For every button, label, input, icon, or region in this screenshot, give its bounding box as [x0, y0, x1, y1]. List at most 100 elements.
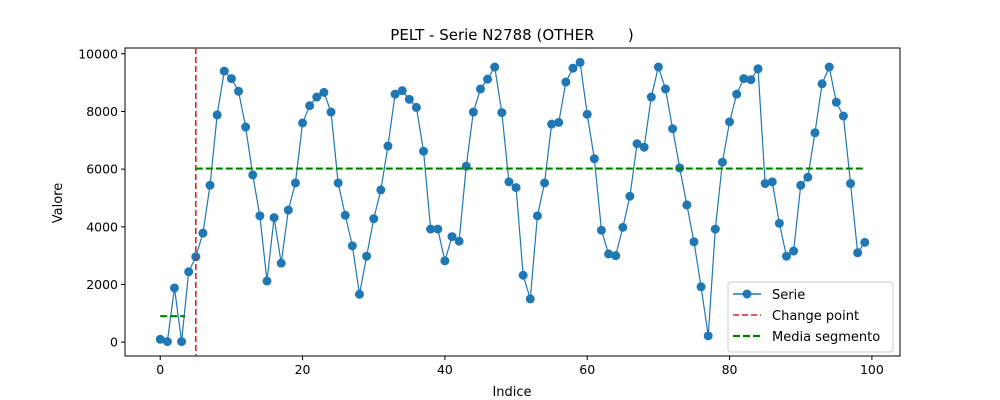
serie-point: [305, 101, 315, 111]
serie-point: [796, 180, 806, 190]
serie-point: [205, 180, 215, 190]
serie-point: [483, 74, 493, 84]
serie-point: [653, 62, 663, 72]
serie-point: [276, 258, 286, 268]
serie-point: [618, 222, 628, 232]
serie-point: [725, 117, 735, 127]
serie-point: [582, 109, 592, 119]
serie-point: [831, 97, 841, 107]
serie-point: [198, 228, 208, 238]
serie-point: [625, 191, 635, 201]
y-tick-label: 4000: [86, 219, 118, 234]
serie-point: [838, 111, 848, 121]
serie-point: [540, 178, 550, 188]
chart-title: PELT - Serie N2788 (OTHER ): [390, 26, 633, 44]
serie-point: [639, 142, 649, 152]
serie-point: [248, 170, 258, 180]
serie-point: [696, 282, 706, 292]
serie-point: [411, 102, 421, 112]
serie-point: [397, 86, 407, 96]
serie-point: [419, 146, 429, 156]
series-layer: [155, 48, 870, 356]
serie-point: [298, 118, 308, 128]
serie-point: [440, 256, 450, 266]
legend-label-change-point: Change point: [772, 309, 859, 324]
serie-point: [668, 124, 678, 134]
serie-point: [575, 57, 585, 67]
serie-point: [162, 337, 172, 347]
serie-point: [241, 122, 251, 132]
serie-point: [824, 62, 834, 72]
serie-point: [518, 270, 528, 280]
serie-point: [283, 205, 293, 215]
serie-point: [817, 79, 827, 89]
x-axis-label: Indice: [492, 385, 531, 400]
serie-point: [803, 172, 813, 182]
serie-point: [703, 331, 713, 341]
serie-point: [611, 251, 621, 261]
serie-point: [468, 107, 478, 117]
serie-point: [661, 84, 671, 94]
serie-point: [390, 89, 400, 99]
serie-point: [290, 178, 300, 188]
serie-point: [568, 63, 578, 73]
serie-point: [781, 251, 791, 261]
serie-point: [767, 177, 777, 187]
serie-point: [369, 214, 379, 224]
serie-point: [860, 237, 870, 247]
x-tick-label: 20: [295, 362, 311, 377]
serie-point: [312, 92, 322, 102]
legend-box: [727, 281, 894, 353]
serie-point: [504, 177, 514, 187]
serie-point: [319, 87, 329, 97]
serie-point: [433, 224, 443, 234]
serie-point: [354, 289, 364, 299]
serie-point: [596, 225, 606, 235]
serie-point: [376, 185, 386, 195]
serie-point: [753, 64, 763, 74]
serie-point: [340, 210, 350, 220]
y-tick-label: 8000: [86, 104, 118, 119]
serie-point: [547, 119, 557, 129]
x-tick-label: 100: [860, 362, 884, 377]
serie-point: [383, 141, 393, 151]
serie-point: [490, 62, 500, 72]
y-tick-label: 6000: [86, 162, 118, 177]
serie-point: [475, 84, 485, 94]
y-axis-label: Valore: [51, 183, 66, 223]
plot-frame: [124, 47, 901, 357]
serie-point: [212, 110, 222, 120]
serie-point: [226, 74, 236, 84]
serie-point: [447, 232, 457, 242]
y-tick-label: 0: [110, 335, 118, 350]
serie-point: [532, 211, 542, 221]
serie-point: [710, 224, 720, 234]
x-tick-label: 80: [722, 362, 738, 377]
serie-point: [177, 337, 187, 347]
serie-point: [604, 249, 614, 259]
serie-point: [746, 75, 756, 85]
y-axis: 0 2000 4000 6000 8000 10000: [78, 46, 125, 350]
serie-point: [760, 179, 770, 189]
y-tick-label: 2000: [86, 277, 118, 292]
serie-point: [404, 94, 414, 104]
legend-marker-serie: [742, 289, 752, 299]
serie-point: [454, 236, 464, 246]
serie-point: [234, 86, 244, 96]
serie-point: [326, 107, 336, 117]
serie-point: [561, 77, 571, 87]
serie-point: [269, 213, 279, 223]
x-tick-label: 40: [437, 362, 453, 377]
serie-point: [646, 92, 656, 102]
serie-point: [155, 334, 165, 344]
serie-point: [739, 74, 749, 84]
serie-point: [169, 283, 179, 293]
serie-point: [732, 89, 742, 99]
serie-point: [853, 248, 863, 258]
serie-point: [589, 154, 599, 164]
serie-point: [689, 237, 699, 247]
serie-point: [774, 218, 784, 228]
legend: Serie Change point Media segmento: [727, 281, 894, 353]
serie-point: [554, 117, 564, 127]
